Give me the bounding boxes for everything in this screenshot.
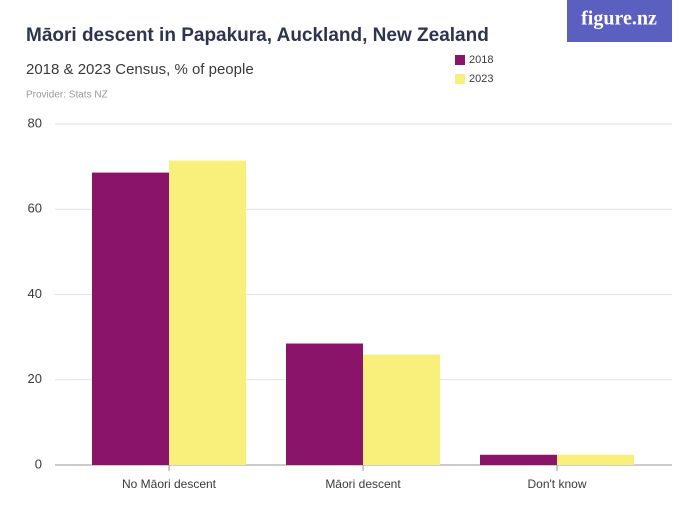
chart-title: Māori descent in Papakura, Auckland, New… (26, 25, 489, 46)
legend-swatch (455, 55, 465, 65)
y-tick-label: 60 (28, 201, 42, 216)
bar (92, 172, 169, 465)
x-tick-label: No Māori descent (122, 477, 217, 491)
x-tick-label: Māori descent (325, 477, 401, 491)
logo-box[interactable] (567, 0, 672, 42)
bar (286, 343, 363, 465)
y-tick-label: 80 (28, 115, 42, 130)
provider: Provider: Stats NZ (26, 90, 108, 101)
legend-swatch (455, 74, 465, 84)
y-tick-label: 0 (35, 456, 42, 471)
logo[interactable]: figure.nz (581, 8, 657, 30)
bar (363, 354, 440, 465)
y-tick-label: 20 (28, 371, 42, 386)
y-tick-label: 40 (28, 286, 42, 301)
bar (557, 454, 634, 465)
x-tick-label: Don't know (528, 477, 587, 491)
bar (169, 160, 246, 465)
legend-label: 2018 (469, 54, 493, 66)
bar (480, 454, 557, 465)
chart-subtitle: 2018 & 2023 Census, % of people (26, 61, 254, 78)
legend-label: 2023 (469, 73, 493, 85)
